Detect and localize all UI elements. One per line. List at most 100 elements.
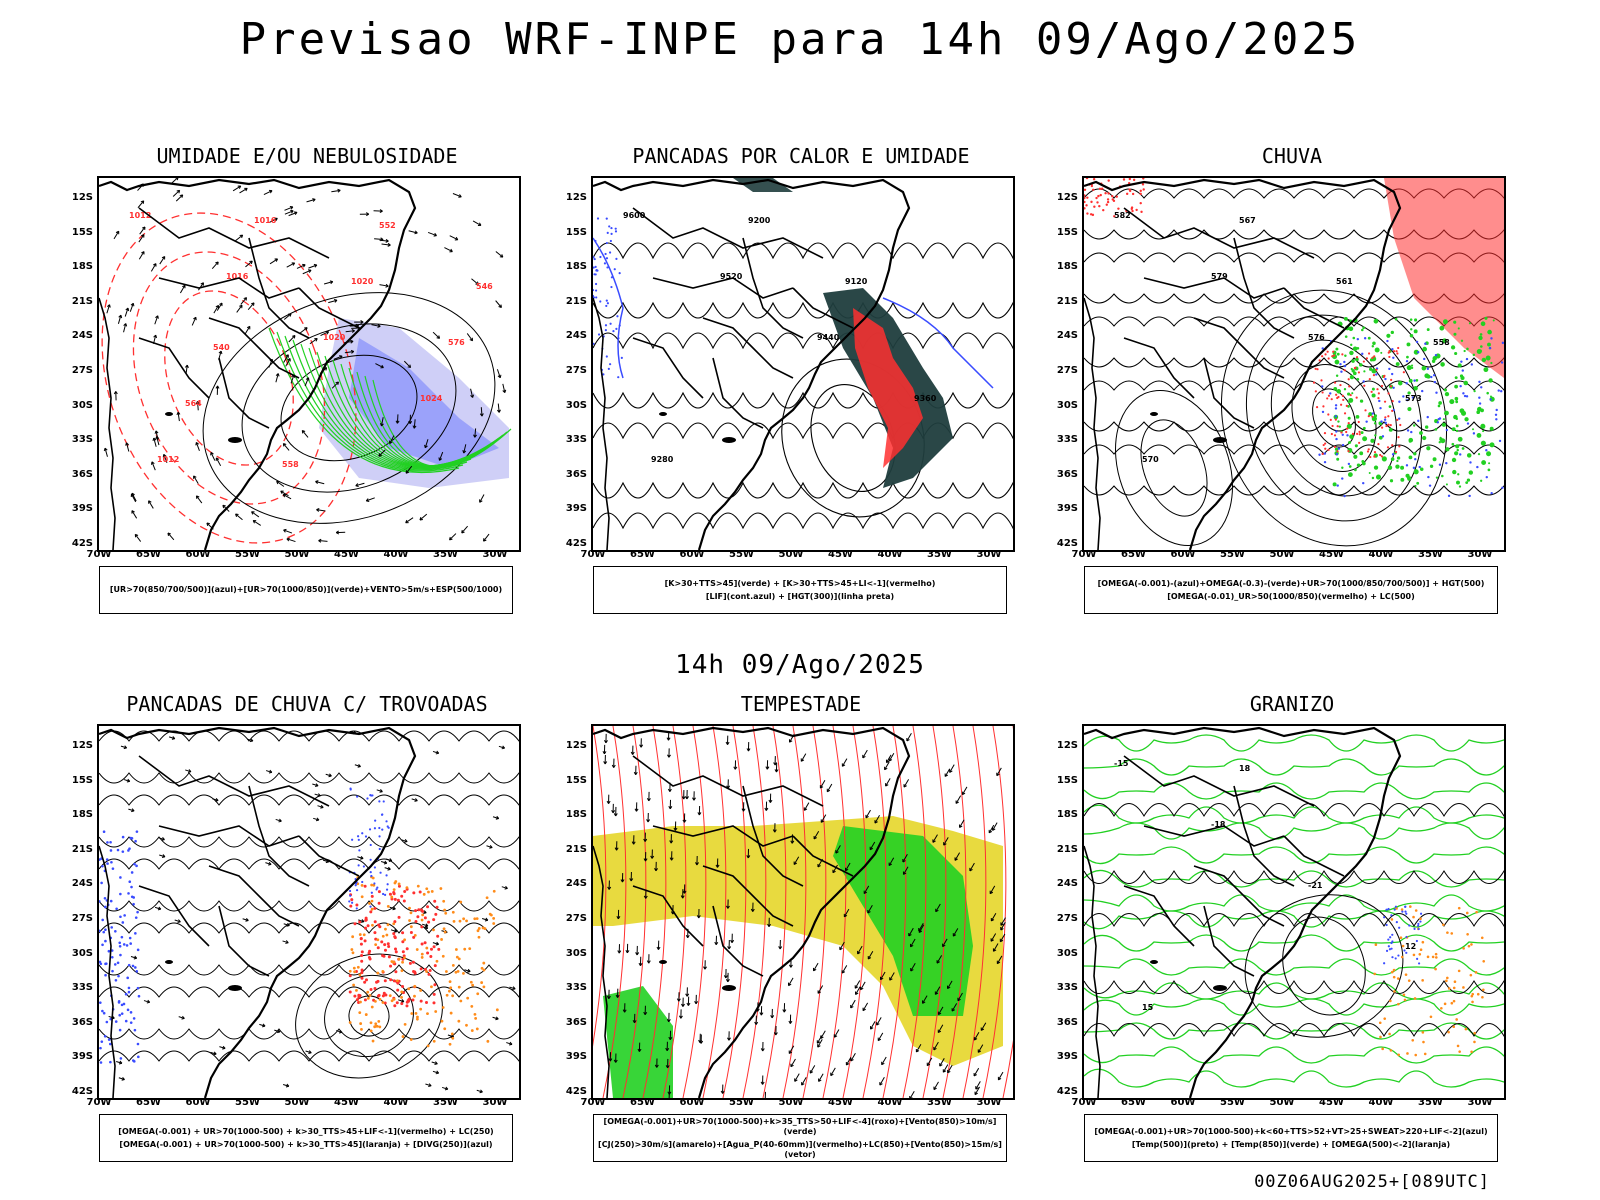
omega-orange-speckle (1431, 955, 1435, 959)
streamline-arrow-head (133, 955, 138, 960)
latitude-tick-label: 24S (71, 330, 93, 342)
divg-blue-speckle (101, 864, 104, 868)
rain-green-speckle (1400, 477, 1405, 482)
wind-vector (235, 513, 243, 521)
hail-blue-speckle (1394, 905, 1398, 908)
rain-red-speckle (1345, 404, 1348, 407)
storm-red-speckle (392, 890, 396, 894)
rain-blue-speckle (1384, 377, 1387, 381)
wind850-vector-head (676, 998, 681, 1002)
streamline-arrow (464, 969, 471, 972)
wind-vector (211, 261, 219, 270)
storm-orange-speckle (443, 1027, 447, 1031)
map-svg: 1012101610201024101210161020576564558552… (99, 178, 512, 550)
wind850-vector-head (646, 798, 651, 802)
omega-orange-speckle (1458, 1050, 1461, 1053)
wind850-vector-head (773, 1032, 778, 1036)
rain-red-speckle (1395, 350, 1398, 353)
hgt500-contour (1084, 380, 1504, 391)
rain-red-speckle (1396, 352, 1399, 355)
omega-orange-speckle (1390, 970, 1394, 974)
country-border (1123, 337, 1195, 399)
wind-vector-head (479, 499, 483, 503)
divg-blue-speckle (124, 1019, 128, 1023)
wind-vector (309, 338, 318, 345)
storm-red-speckle (396, 981, 400, 985)
rain-green-speckle (1407, 391, 1411, 395)
legend-line: [OMEGA(-0.001)-(azul)+OMEGA(-0.3)-(verde… (1097, 578, 1485, 588)
divg-blue-speckle (124, 992, 128, 996)
wind-vector-head (134, 533, 139, 538)
storm-orange-speckle (454, 948, 458, 951)
wind850-vector-head (944, 773, 949, 777)
country-border (1283, 835, 1345, 877)
divg-blue-speckle (380, 813, 384, 816)
wind-vector-head (462, 450, 467, 454)
streamline-arrow (476, 1089, 483, 1093)
rain-red-speckle (1342, 398, 1345, 401)
divg-blue-speckle (385, 820, 388, 823)
divg-blue-speckle (133, 862, 136, 866)
streamline-arrow (312, 783, 319, 787)
rain-green-speckle (1409, 333, 1414, 338)
storm-orange-speckle (455, 955, 459, 959)
hgt300-contour (593, 422, 1013, 440)
wind-vector (167, 532, 175, 541)
divg-blue-speckle (123, 914, 126, 917)
rain-green-speckle (1419, 431, 1423, 435)
wind850-vector (915, 1043, 922, 1053)
divg-blue-speckle (376, 886, 379, 889)
storm-red-speckle (360, 959, 364, 963)
longitude-tick-label: 40W (383, 549, 409, 560)
storm-orange-speckle (419, 989, 423, 992)
storm-orange-speckle (440, 1019, 444, 1023)
storm-orange-speckle (474, 1016, 478, 1020)
wind850-vector-head (817, 863, 821, 868)
rain-green-speckle (1348, 465, 1352, 468)
wind850-vector (888, 752, 895, 762)
wind-vector (137, 200, 145, 209)
wind850-vector-head (854, 985, 859, 989)
wind-vector-head (219, 302, 223, 307)
longitude-tick-label: 45W (334, 549, 359, 560)
lake-marker (659, 960, 667, 964)
rain-green-speckle (1488, 378, 1493, 383)
rain-green-speckle (1396, 456, 1401, 460)
lif-blue-speckle (593, 266, 595, 269)
rain-green-speckle (1455, 424, 1459, 428)
omega-orange-speckle (1476, 992, 1480, 996)
wind850-vector (876, 1017, 882, 1026)
storm-red-speckle (370, 894, 374, 898)
streamline-arrow (376, 789, 383, 793)
wind850-vector-head (790, 840, 795, 844)
hail-blue-speckle (1416, 957, 1419, 960)
storm-orange-speckle (358, 1011, 362, 1015)
latitude-tick-label: 39S (565, 503, 587, 515)
divg-blue-speckle (101, 1009, 104, 1013)
wind850-vector-head (881, 1061, 885, 1066)
wind-vector (282, 443, 290, 451)
wind850-vector-head (643, 1011, 648, 1016)
wind850-vector-head (725, 978, 730, 983)
wind850-vector-head (850, 1057, 854, 1062)
wind850-vector-head (885, 759, 890, 764)
divg-blue-speckle (118, 1013, 121, 1017)
rain-green-speckle (1410, 364, 1414, 367)
omega-orange-speckle (1395, 907, 1398, 910)
rain-blue-speckle (1459, 384, 1462, 388)
hail-blue-speckle (1385, 949, 1389, 952)
rain-green-speckle (1424, 373, 1430, 379)
streamline-arrow-head (177, 919, 181, 924)
east-coastline (593, 178, 911, 550)
wind850-vector (935, 903, 941, 912)
rain-green-speckle (1455, 417, 1459, 421)
hgt500-contour (1220, 289, 1448, 547)
omega-orange-speckle (1471, 992, 1475, 996)
wind850-vector-head (622, 1009, 627, 1013)
lc250-streamline (99, 730, 519, 742)
wind850-vector-head (638, 962, 643, 967)
storm-orange-speckle (434, 1010, 438, 1013)
rain-red-speckle (1099, 193, 1102, 197)
wind-vector-head (499, 254, 504, 258)
rain-red-speckle (1331, 424, 1334, 428)
